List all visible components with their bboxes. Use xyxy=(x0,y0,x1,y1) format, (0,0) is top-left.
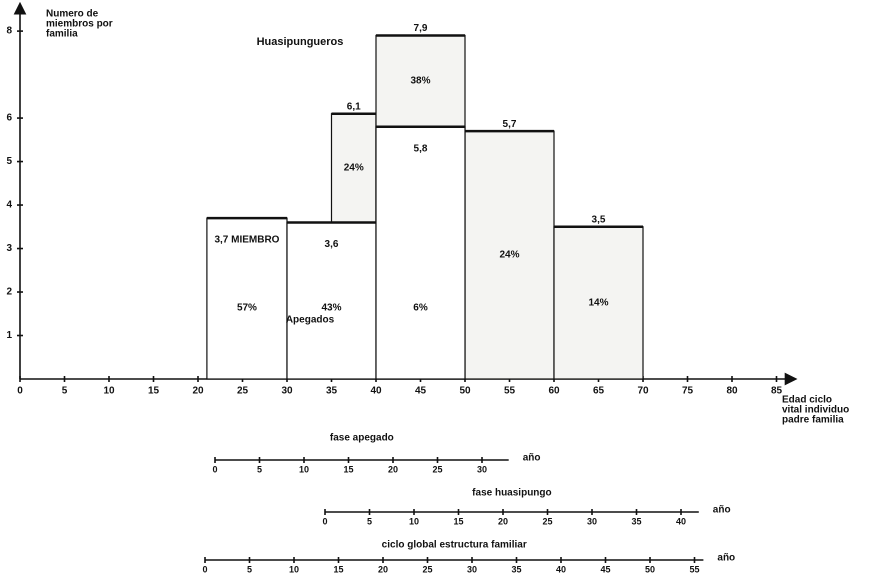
x-tick-label: 40 xyxy=(370,386,382,397)
x-tick-label: 45 xyxy=(415,386,427,397)
timeline-tick-label: 15 xyxy=(343,464,353,474)
x-tick-label: 50 xyxy=(459,386,471,397)
x-axis-label: vital individuo xyxy=(782,405,849,416)
timeline-title: fase huasipungo xyxy=(472,488,551,499)
timeline-tick-label: 35 xyxy=(631,516,641,526)
timeline-tick-label: 35 xyxy=(511,564,521,574)
timeline-title: ciclo global estructura familiar xyxy=(382,540,527,551)
timeline-unit: año xyxy=(523,453,541,464)
x-tick-label: 70 xyxy=(637,386,649,397)
timeline-tick-label: 30 xyxy=(467,564,477,574)
y-tick-label: 1 xyxy=(6,330,12,341)
value-label: 5,7 xyxy=(503,119,517,130)
x-tick-label: 75 xyxy=(682,386,694,397)
timeline-tick-label: 10 xyxy=(299,464,309,474)
series-name: Apegados xyxy=(286,315,335,326)
y-axis-label: familia xyxy=(46,29,78,40)
timeline-tick-label: 25 xyxy=(542,516,552,526)
chart-title: Huasipungueros xyxy=(257,36,344,48)
x-tick-label: 60 xyxy=(548,386,560,397)
y-tick-label: 3 xyxy=(6,243,12,254)
y-tick-label: 8 xyxy=(6,26,12,37)
x-tick-label: 20 xyxy=(192,386,204,397)
share-label: 6% xyxy=(413,303,428,314)
y-tick-label: 5 xyxy=(6,156,12,167)
value-label: 6,1 xyxy=(347,101,361,112)
bar xyxy=(206,217,288,380)
x-tick-label: 80 xyxy=(726,386,738,397)
x-tick-label: 0 xyxy=(17,386,23,397)
timeline-tick-label: 25 xyxy=(432,464,442,474)
x-tick-label: 25 xyxy=(237,386,249,397)
x-tick-label: 30 xyxy=(281,386,293,397)
timeline-tick-label: 0 xyxy=(202,564,207,574)
bar xyxy=(286,221,377,380)
timeline-tick-label: 15 xyxy=(333,564,343,574)
timeline-tick-label: 0 xyxy=(212,464,217,474)
timeline-tick-label: 5 xyxy=(247,564,252,574)
share-label: 24% xyxy=(344,163,364,174)
timeline-tick-label: 15 xyxy=(453,516,463,526)
timeline-tick-label: 20 xyxy=(388,464,398,474)
timeline-tick-label: 0 xyxy=(322,516,327,526)
timeline-tick-label: 55 xyxy=(689,564,699,574)
timeline-tick-label: 20 xyxy=(498,516,508,526)
share-label: 57% xyxy=(237,303,257,314)
x-axis-label: padre familia xyxy=(782,415,844,426)
x-tick-label: 35 xyxy=(326,386,338,397)
share-label: 38% xyxy=(410,76,430,87)
share-label: 43% xyxy=(321,303,341,314)
y-tick-label: 6 xyxy=(6,113,12,124)
x-tick-label: 5 xyxy=(62,386,68,397)
share-label: 24% xyxy=(499,250,519,261)
timeline-tick-label: 40 xyxy=(676,516,686,526)
timeline-tick-label: 25 xyxy=(422,564,432,574)
value-label: 5,8 xyxy=(414,143,428,154)
timeline-tick-label: 5 xyxy=(367,516,372,526)
timeline-unit: año xyxy=(713,505,731,516)
value-label: 3,7 MIEMBRO xyxy=(214,235,279,246)
y-axis-label: miembros por xyxy=(46,19,113,30)
y-tick-label: 2 xyxy=(6,287,12,298)
timeline-tick-label: 40 xyxy=(556,564,566,574)
timeline-tick-label: 5 xyxy=(257,464,262,474)
timeline-tick-label: 10 xyxy=(409,516,419,526)
timeline-tick-label: 30 xyxy=(587,516,597,526)
timeline-unit: año xyxy=(717,553,735,564)
x-tick-label: 65 xyxy=(593,386,605,397)
value-label: 3,6 xyxy=(325,239,339,250)
timeline-tick-label: 10 xyxy=(289,564,299,574)
value-label: 3,5 xyxy=(592,214,606,225)
x-tick-label: 55 xyxy=(504,386,516,397)
timeline-tick-label: 20 xyxy=(378,564,388,574)
share-label: 14% xyxy=(588,298,608,309)
bar xyxy=(553,226,644,380)
bar xyxy=(375,126,466,380)
timeline-tick-label: 30 xyxy=(477,464,487,474)
value-label: 7,9 xyxy=(414,23,428,34)
timeline-title: fase apegado xyxy=(330,433,394,444)
y-axis-label: Numero de xyxy=(46,9,99,20)
timeline-tick-label: 45 xyxy=(600,564,610,574)
x-tick-label: 15 xyxy=(148,386,160,397)
x-axis-label: Edad ciclo xyxy=(782,395,832,406)
x-tick-label: 10 xyxy=(103,386,115,397)
x-tick-label: 85 xyxy=(771,386,783,397)
timeline-tick-label: 50 xyxy=(645,564,655,574)
bar xyxy=(464,130,555,380)
y-tick-label: 4 xyxy=(6,200,12,211)
